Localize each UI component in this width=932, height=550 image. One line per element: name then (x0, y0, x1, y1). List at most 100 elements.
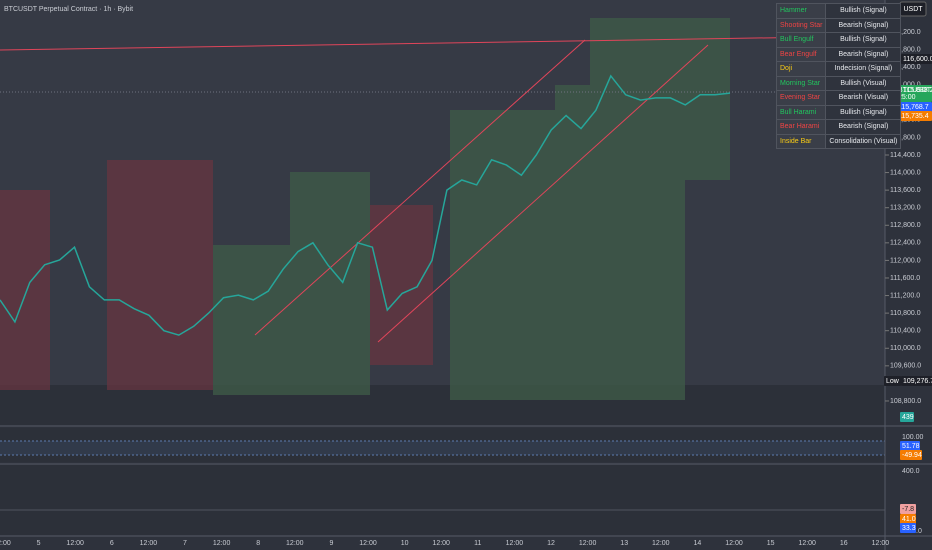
signal-type: Bearish (Signal) (825, 119, 902, 135)
volume-area (0, 385, 885, 425)
countdown: 25:00 (898, 94, 916, 101)
volume: 439 (902, 414, 914, 421)
macd-value-bg (900, 504, 916, 514)
bear-zone (0, 190, 50, 390)
time-label: 12:00 (725, 540, 743, 547)
signal-type: Indecision (Signal) (825, 61, 902, 77)
time-label: 12:00 (66, 540, 84, 547)
signal-type: Bullish (Signal) (825, 3, 902, 19)
symbol: BTCUSDT.P (898, 87, 932, 94)
channel-line (377, 44, 709, 343)
ma1-bg (896, 102, 932, 112)
time-label: 12:00 (872, 540, 890, 547)
price-tick-label: 113,600.0 (890, 187, 921, 194)
price-tick-label: 111,200.0 (890, 292, 920, 299)
price-tick-label: 109,600.0 (890, 363, 921, 370)
time-label: 9 (329, 540, 333, 547)
pattern-name: Shooting Star (775, 17, 827, 33)
macd-pane (0, 465, 885, 535)
legend-row: Shooting Star Bearish (Signal) (775, 17, 902, 33)
pattern-name: Bear Harami (775, 119, 827, 135)
signal-type: Bearish (Signal) (825, 17, 902, 33)
macd-value: 33.3 (902, 525, 916, 532)
volume-bg (900, 412, 914, 422)
bear-zone (370, 205, 433, 365)
osc-value: -49.94 (902, 452, 922, 459)
high-value-bg (901, 54, 932, 64)
time-label: 5 (37, 540, 41, 547)
time-label: 11 (474, 540, 481, 547)
legend-row: Bull Harami Bullish (Signal) (775, 104, 902, 120)
time-label: 15 (767, 540, 775, 547)
pattern-legend: Hammer Bullish (Signal) Shooting Star Beari… (775, 3, 902, 149)
pattern-name: Bull Harami (775, 104, 827, 120)
time-label: 12:00 (798, 540, 816, 547)
signal-type: Consolidation (Visual) (825, 133, 902, 149)
channel-line (254, 39, 586, 336)
macd-value: -7.8 (902, 506, 914, 513)
countdown-bg (896, 92, 932, 102)
ma2-bg (896, 111, 932, 121)
price-tick-label: 110,400.0 (890, 328, 921, 335)
time-label: 6 (110, 540, 114, 547)
price-tick-label: 112,400.0 (890, 240, 921, 247)
pattern-name: Hammer (775, 3, 827, 19)
time-label: 8 (256, 540, 260, 547)
signal-type: Bullish (Visual) (825, 75, 902, 91)
oscillator-pane (0, 428, 885, 462)
osc-value-bg (900, 441, 920, 451)
legend-row: Evening Star Bearish (Visual) (775, 90, 902, 106)
low-label: Low (886, 378, 900, 385)
ma2: 115,735.4 (898, 113, 929, 120)
price-tick-label: 116,800.0 (890, 46, 921, 53)
macd-value-bg (900, 514, 916, 524)
signal-type: Bearish (Signal) (825, 46, 902, 62)
low-value: 109,276.7 (903, 378, 932, 385)
signal-type: Bearish (Visual) (825, 90, 902, 106)
bear-zone (107, 160, 213, 390)
legend-row: Morning Star Bullish (Visual) (775, 75, 902, 91)
pattern-name: Evening Star (775, 90, 827, 106)
time-label: 16 (840, 540, 848, 547)
bull-zone (213, 172, 370, 395)
osc-value: 51.78 (902, 443, 920, 450)
chart-title: BTCUSDT Perpetual Contract · 1h · Bybit (4, 6, 133, 13)
time-label: 12:00 (0, 540, 11, 547)
time-label: 12:00 (579, 540, 597, 547)
time-label: 10 (401, 540, 409, 547)
oscillator-band (0, 441, 885, 455)
price-tick-label: 112,000.0 (890, 257, 921, 264)
signal-type: Bullish (Signal) (825, 104, 902, 120)
price-tick-label: 114,800.0 (890, 134, 921, 141)
bull-zone (450, 18, 730, 400)
legend-row: Doji Indecision (Signal) (775, 61, 902, 77)
osc-value-bg (900, 450, 922, 460)
time-label: 12:00 (286, 540, 304, 547)
price-tick-label: 114,400.0 (890, 152, 921, 159)
time-label: 12:00 (359, 540, 377, 547)
price-tick-label: 108,800.0 (890, 398, 921, 405)
pattern-name: Bear Engulf (775, 46, 827, 62)
last-price: 115,888.2 (903, 87, 932, 94)
legend-row: Bear Engulf Bearish (Signal) (775, 46, 902, 62)
price-tick-label: 111,600.0 (890, 275, 920, 282)
time-label: 12:00 (213, 540, 231, 547)
currency: USDT (903, 6, 923, 13)
time-label: 12:00 (652, 540, 670, 547)
time-label: 14 (694, 540, 702, 547)
legend-row: Hammer Bullish (Signal) (775, 3, 902, 19)
price-tick-label: 117,200.0 (890, 29, 921, 36)
legend-row: Bull Engulf Bullish (Signal) (775, 32, 902, 48)
time-label: 13 (620, 540, 628, 547)
ma1: 115,768.7 (898, 104, 929, 111)
time-label: 12 (547, 540, 555, 547)
pattern-name: Morning Star (775, 75, 827, 91)
price-line (0, 74, 731, 336)
pattern-name: Inside Bar (775, 133, 827, 149)
price-tick-label: 112,800.0 (890, 222, 921, 229)
price-tick-label: 116,400.0 (890, 64, 921, 71)
macd-value-bg (900, 523, 916, 533)
low-label-bg (884, 376, 901, 386)
legend-row: Bear Harami Bearish (Signal) (775, 119, 902, 135)
